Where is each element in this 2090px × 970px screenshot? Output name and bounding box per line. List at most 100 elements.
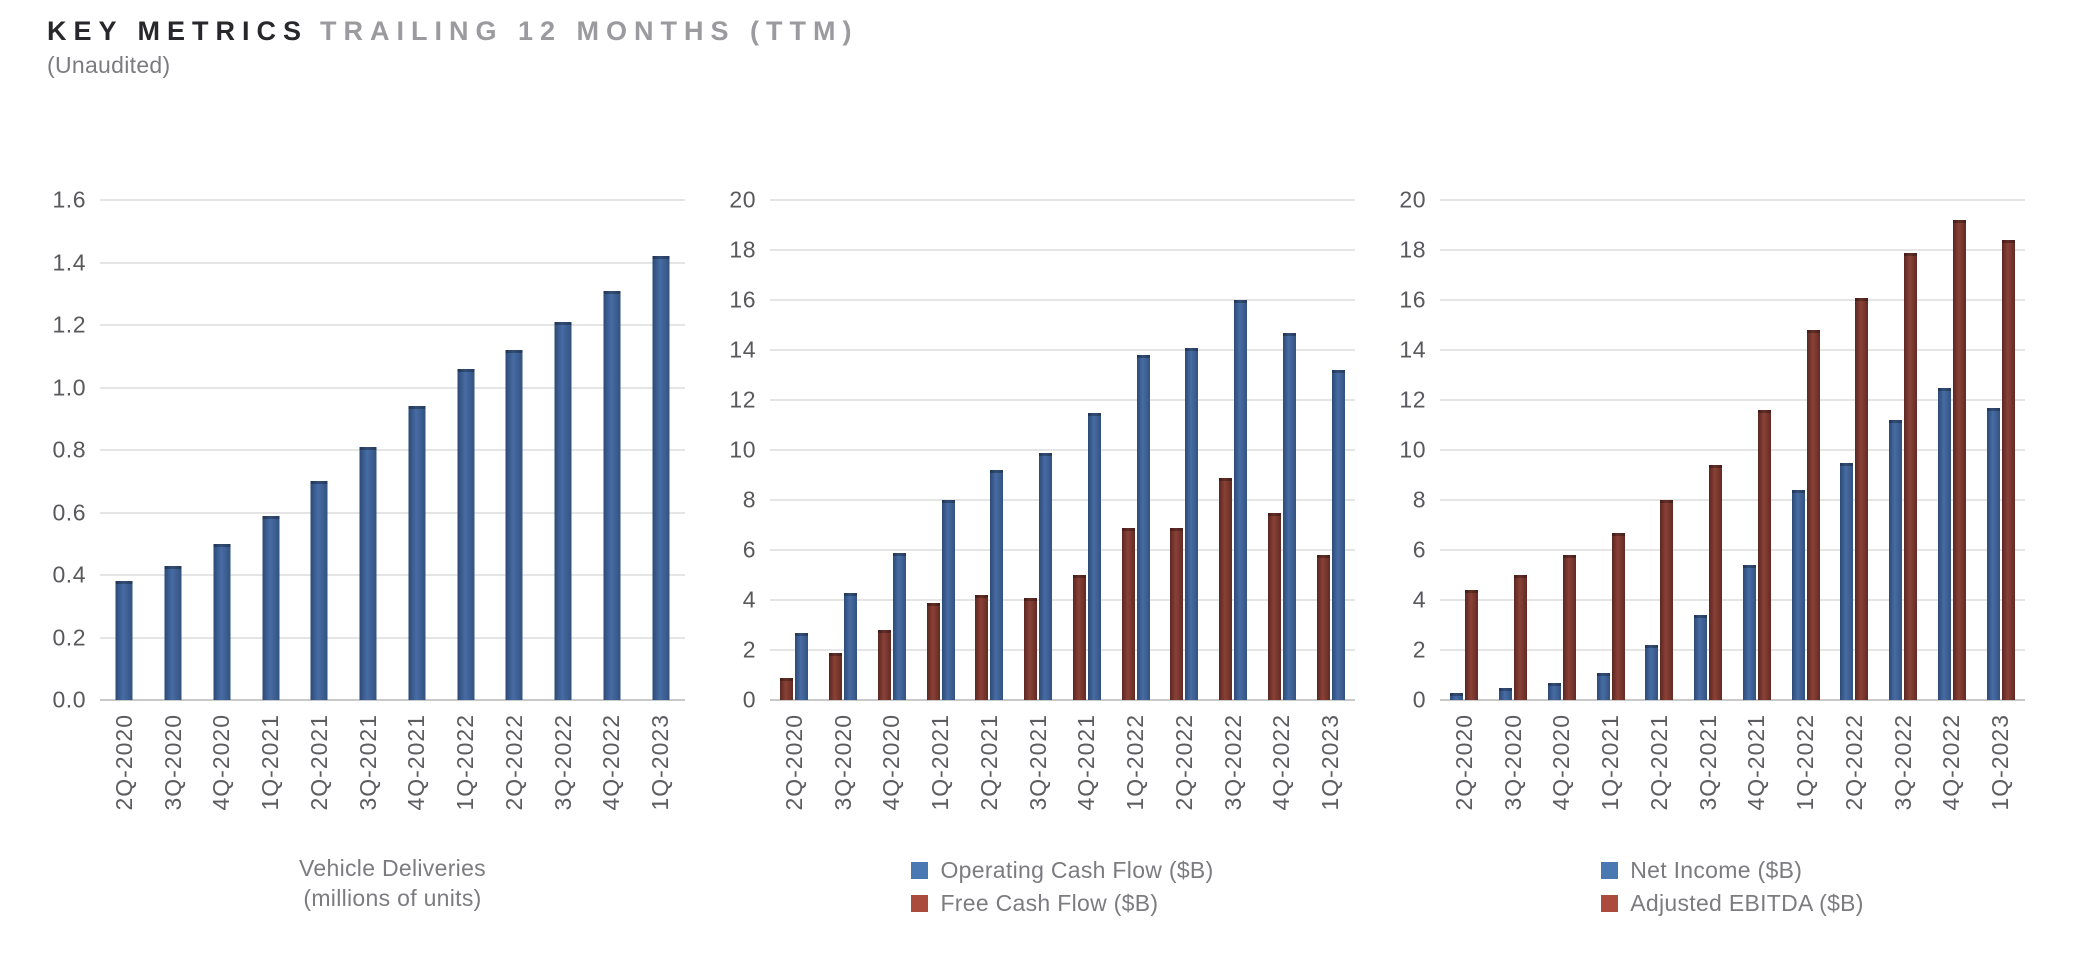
x-tick-label: 1Q-2021 bbox=[927, 714, 954, 811]
x-tick-label-slot: 3Q-2022 bbox=[1879, 700, 1928, 852]
gridline bbox=[1440, 199, 2025, 201]
category-slot bbox=[1014, 200, 1063, 700]
bar-top-cap bbox=[1791, 490, 1805, 493]
category-slot bbox=[916, 200, 965, 700]
x-tick-label-slot: 2Q-2022 bbox=[1830, 700, 1879, 852]
x-tick-label: 4Q-2020 bbox=[878, 714, 905, 811]
gridline bbox=[770, 649, 1355, 651]
bar-top-cap bbox=[1465, 590, 1479, 593]
category-slots bbox=[1440, 200, 2025, 700]
bar-top-cap bbox=[1136, 355, 1150, 358]
x-tick-label: 3Q-2021 bbox=[1024, 714, 1051, 811]
x-tick-label-slot: 3Q-2022 bbox=[539, 700, 588, 852]
bar-top-cap bbox=[1331, 370, 1345, 373]
bar-net-income bbox=[1840, 462, 1854, 700]
x-tick-label: 2Q-2020 bbox=[1450, 714, 1477, 811]
y-tick-label: 1.0 bbox=[52, 374, 86, 400]
x-tick-label: 1Q-2022 bbox=[452, 714, 479, 811]
x-tick-label-slot: 4Q-2021 bbox=[1733, 700, 1782, 852]
bar-free-cash-flow bbox=[877, 630, 891, 700]
bar-vehicle-deliveries bbox=[213, 543, 231, 700]
bar-operating-cash-flow bbox=[1282, 332, 1296, 700]
bar-adjusted-ebitda bbox=[1904, 252, 1918, 700]
bar-operating-cash-flow bbox=[1039, 452, 1053, 700]
y-tick-label: 2 bbox=[742, 636, 756, 663]
gridline bbox=[100, 636, 685, 639]
category-slot bbox=[1684, 200, 1733, 700]
bar-top-cap bbox=[1562, 555, 1576, 558]
legend-item-free-cash-flow: Free Cash Flow ($B) bbox=[911, 890, 1158, 917]
gridline bbox=[1440, 349, 2025, 351]
gridline bbox=[100, 574, 685, 576]
category-slot bbox=[1538, 200, 1587, 700]
category-slot bbox=[1306, 200, 1355, 700]
x-tick-label: 1Q-2023 bbox=[647, 714, 674, 811]
bar-top-cap bbox=[554, 321, 572, 325]
bar-top-cap bbox=[1611, 532, 1625, 536]
category-slot bbox=[770, 200, 819, 700]
bar-top-cap bbox=[1514, 575, 1528, 578]
x-tick-label: 2Q-2021 bbox=[305, 714, 332, 811]
bar-top-cap bbox=[1547, 682, 1561, 686]
chart-plot-wrap: 0 2 4 6 8 10 12 14 16 18 20 bbox=[1380, 187, 2025, 713]
bar-vehicle-deliveries bbox=[603, 290, 621, 700]
x-tick-label: 1Q-2021 bbox=[257, 714, 284, 811]
bar-top-cap bbox=[795, 632, 809, 636]
category-slot bbox=[1063, 200, 1112, 700]
x-tick-label: 1Q-2022 bbox=[1122, 714, 1149, 811]
legend-item-net-income: Net Income ($B) bbox=[1601, 857, 1802, 884]
axis-title: (millions of units) bbox=[303, 884, 482, 911]
x-tick-label-slot: 3Q-2021 bbox=[344, 700, 393, 852]
chart-vehicle-deliveries: 0.0 0.2 0.4 0.6 0.8 1.0 1.2 1.4 1.6 2Q-2020 3Q-20… bbox=[40, 140, 685, 920]
x-tick-label-slot: 4Q-2022 bbox=[588, 700, 637, 852]
bar-top-cap bbox=[1267, 512, 1281, 516]
bar-adjusted-ebitda bbox=[1514, 575, 1528, 700]
chart-income-ebitda: 0 2 4 6 8 10 12 14 16 18 20 2Q-2020 3Q-2020 4Q-2020 1… bbox=[1380, 140, 2025, 920]
x-tick-label-slot: 4Q-2021 bbox=[1063, 700, 1112, 852]
bar-net-income bbox=[1742, 565, 1756, 700]
bar-operating-cash-flow bbox=[892, 552, 906, 700]
bar-top-cap bbox=[1840, 462, 1854, 466]
x-tick-label: 2Q-2022 bbox=[1170, 714, 1197, 811]
bar-vehicle-deliveries bbox=[457, 368, 475, 700]
gridline bbox=[1440, 549, 2025, 551]
bar-net-income bbox=[1889, 420, 1903, 700]
category-slot bbox=[344, 200, 393, 700]
gridline bbox=[1440, 249, 2025, 251]
bar-top-cap bbox=[603, 290, 621, 294]
gridline bbox=[1440, 499, 2025, 501]
category-slot bbox=[295, 200, 344, 700]
bar-top-cap bbox=[990, 470, 1004, 473]
y-axis: 0 2 4 6 8 10 12 14 16 18 20 bbox=[710, 187, 770, 713]
x-tick-label-slot: 1Q-2022 bbox=[1781, 700, 1830, 852]
bar-top-cap bbox=[1499, 687, 1513, 691]
x-tick-label-slot: 4Q-2020 bbox=[1538, 700, 1587, 852]
legend: Operating Cash Flow ($B) Free Cash Flow (… bbox=[911, 854, 1213, 920]
report-header: KEY METRICS TRAILING 12 MONTHS (TTM) (Una… bbox=[47, 16, 859, 79]
bar-free-cash-flow bbox=[926, 602, 940, 700]
gridline bbox=[770, 399, 1355, 401]
page-title-secondary: TRAILING 12 MONTHS (TTM) bbox=[320, 16, 859, 46]
category-slot bbox=[100, 200, 149, 700]
y-tick-label: 16 bbox=[1399, 286, 1426, 313]
bar-top-cap bbox=[1072, 575, 1086, 578]
x-tick-label: 2Q-2020 bbox=[780, 714, 807, 811]
bar-operating-cash-flow bbox=[1185, 347, 1199, 700]
category-slot bbox=[1928, 200, 1977, 700]
bar-top-cap bbox=[1234, 300, 1248, 303]
x-tick-label-slot: 2Q-2021 bbox=[965, 700, 1014, 852]
bar-net-income bbox=[1596, 672, 1610, 700]
bar-operating-cash-flow bbox=[1087, 412, 1101, 700]
chart-cash-flow: 0 2 4 6 8 10 12 14 16 18 20 2Q-2020 3Q-2020 4Q-2020 1… bbox=[710, 140, 1355, 920]
category-slot bbox=[965, 200, 1014, 700]
bar-adjusted-ebitda bbox=[1709, 465, 1723, 700]
x-axis-labels: 2Q-2020 3Q-2020 4Q-2020 1Q-2021 2Q-2021 3Q-20… bbox=[1440, 700, 2025, 852]
y-tick-label: 14 bbox=[729, 336, 756, 363]
legend-label: Net Income ($B) bbox=[1630, 857, 1803, 883]
bar-free-cash-flow bbox=[975, 595, 989, 700]
page-subtitle: (Unaudited) bbox=[47, 52, 171, 78]
category-slot bbox=[1879, 200, 1928, 700]
bar-vehicle-deliveries bbox=[505, 350, 523, 700]
x-tick-label-slot: 2Q-2022 bbox=[490, 700, 539, 852]
y-tick-label: 12 bbox=[1399, 386, 1426, 413]
